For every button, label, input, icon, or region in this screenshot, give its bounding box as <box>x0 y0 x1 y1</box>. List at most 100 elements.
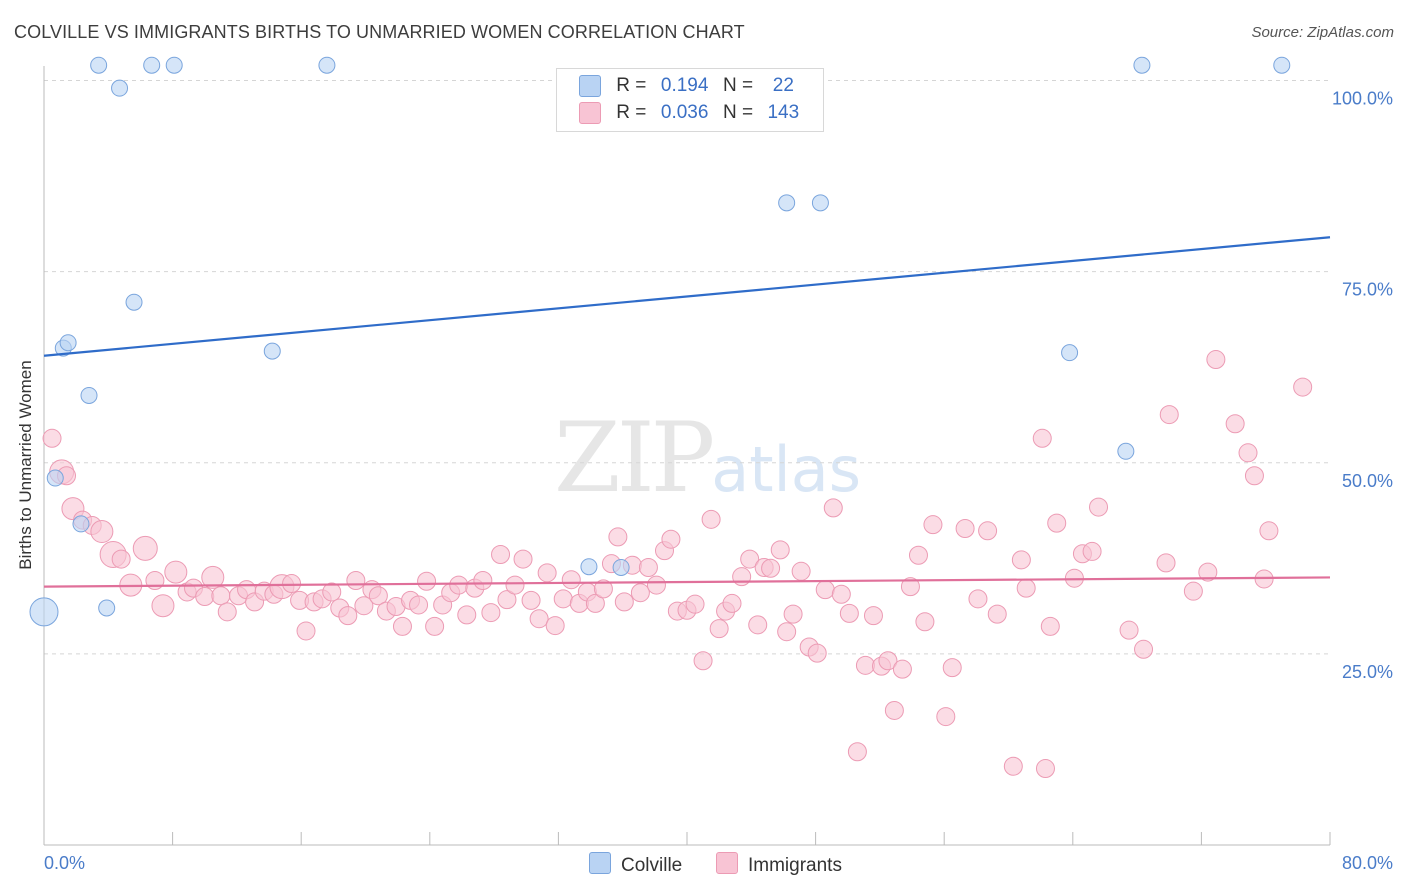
immigrants-point <box>722 593 742 613</box>
immigrants-point <box>1159 405 1179 425</box>
y-tick-label: 25.0% <box>1342 662 1393 682</box>
colville-point <box>90 56 108 74</box>
immigrants-point <box>661 529 681 549</box>
colville-point <box>29 597 59 627</box>
immigrants-point <box>915 612 935 632</box>
immigrants-point <box>1238 443 1258 463</box>
colville-point <box>165 56 183 74</box>
y-tick-label: 75.0% <box>1342 280 1393 300</box>
colville-point <box>1133 56 1151 74</box>
immigrants-point <box>497 590 517 610</box>
immigrants-point <box>211 586 231 606</box>
legend-row-colville: R = 0.194 N = 22 <box>579 75 808 99</box>
legend-n-value: 143 <box>767 102 800 124</box>
correlation-legend: R = 0.194 N = 22 R = 0.036 N = 143 <box>556 68 824 132</box>
immigrants-point <box>1016 578 1036 598</box>
colville-point <box>1061 344 1079 362</box>
immigrants-point <box>1225 414 1245 434</box>
immigrants-point <box>521 590 541 610</box>
immigrants-point <box>608 527 628 547</box>
colville-point <box>98 599 116 617</box>
immigrants-point <box>1183 581 1203 601</box>
immigrants-point <box>630 583 650 603</box>
immigrants-point <box>132 535 158 561</box>
immigrants-point <box>201 565 225 589</box>
y-axis-label: Births to Unmarried Women <box>16 360 35 570</box>
immigrants-point <box>417 571 437 591</box>
immigrants-point <box>1156 553 1176 573</box>
immigrants-point <box>701 509 721 529</box>
immigrants-point <box>646 575 666 595</box>
immigrants-point <box>908 545 928 565</box>
immigrants-point <box>561 570 581 590</box>
immigrants-point <box>545 616 565 636</box>
immigrants-point <box>322 582 342 602</box>
colville-point <box>778 194 796 212</box>
immigrants-point <box>513 549 533 569</box>
watermark-atlas: atlas <box>711 433 862 506</box>
legend-n-label: N = <box>722 102 754 124</box>
immigrants-point <box>164 560 188 584</box>
immigrants-point <box>638 557 658 577</box>
immigrants-point <box>978 521 998 541</box>
immigrants-point <box>338 606 358 626</box>
immigrants-point <box>1206 350 1226 370</box>
colville-point <box>143 56 161 74</box>
immigrants-trend-line <box>43 576 1331 588</box>
immigrants-point <box>481 603 501 623</box>
chart-source: Source: ZipAtlas.com <box>1251 24 1394 41</box>
immigrants-point <box>593 579 613 599</box>
immigrants-point <box>770 540 790 560</box>
immigrants-point <box>505 575 525 595</box>
immigrants-point <box>346 570 366 590</box>
series-legend: Colville Immigrants <box>0 852 1406 878</box>
immigrants-point <box>449 575 469 595</box>
immigrants-point <box>748 615 768 635</box>
immigrants-point <box>491 544 511 564</box>
immigrants-point <box>392 616 412 636</box>
immigrants-point <box>968 589 988 609</box>
x-tick-label: 80.0% <box>1342 853 1393 873</box>
legend-r-value: 0.036 <box>660 102 709 124</box>
immigrants-point <box>791 561 811 581</box>
legend-row-immigrants: R = 0.036 N = 143 <box>579 102 808 126</box>
immigrants-point <box>90 520 114 544</box>
immigrants-point <box>987 604 1007 624</box>
immigrants-point <box>839 603 859 623</box>
colville-point <box>263 342 281 360</box>
colville-point <box>1273 56 1291 74</box>
immigrants-point <box>777 622 797 642</box>
legend-n-value: 22 <box>772 75 794 97</box>
immigrants-point <box>425 616 445 636</box>
colville-swatch <box>589 852 611 874</box>
immigrants-point <box>354 596 374 616</box>
immigrants-point <box>761 558 781 578</box>
colville-point <box>811 194 829 212</box>
immigrants-point <box>709 619 729 639</box>
immigrants-point <box>878 651 898 671</box>
immigrants-point <box>217 602 237 622</box>
series-legend-label: Colville <box>621 855 683 876</box>
colville-swatch <box>579 75 601 97</box>
immigrants-point <box>1047 513 1067 533</box>
colville-point <box>111 79 129 97</box>
immigrants-point <box>1003 756 1023 776</box>
immigrants-point <box>936 707 956 727</box>
immigrants-point <box>1082 541 1102 561</box>
colville-point <box>318 56 336 74</box>
immigrants-point <box>195 587 215 607</box>
watermark-zip: ZIP <box>554 402 715 514</box>
colville-point <box>59 334 77 352</box>
y-tick-label: 50.0% <box>1342 471 1393 491</box>
colville-trend-line <box>43 236 1331 357</box>
series-legend-immigrants: Immigrants <box>716 852 842 877</box>
immigrants-point <box>585 593 605 613</box>
colville-point <box>72 515 90 533</box>
immigrants-point <box>368 586 388 606</box>
immigrants-point <box>529 609 549 629</box>
immigrants-point <box>942 658 962 678</box>
immigrants-swatch <box>579 102 601 124</box>
y-tick-label: 100.0% <box>1332 89 1393 109</box>
immigrants-point <box>42 428 62 448</box>
